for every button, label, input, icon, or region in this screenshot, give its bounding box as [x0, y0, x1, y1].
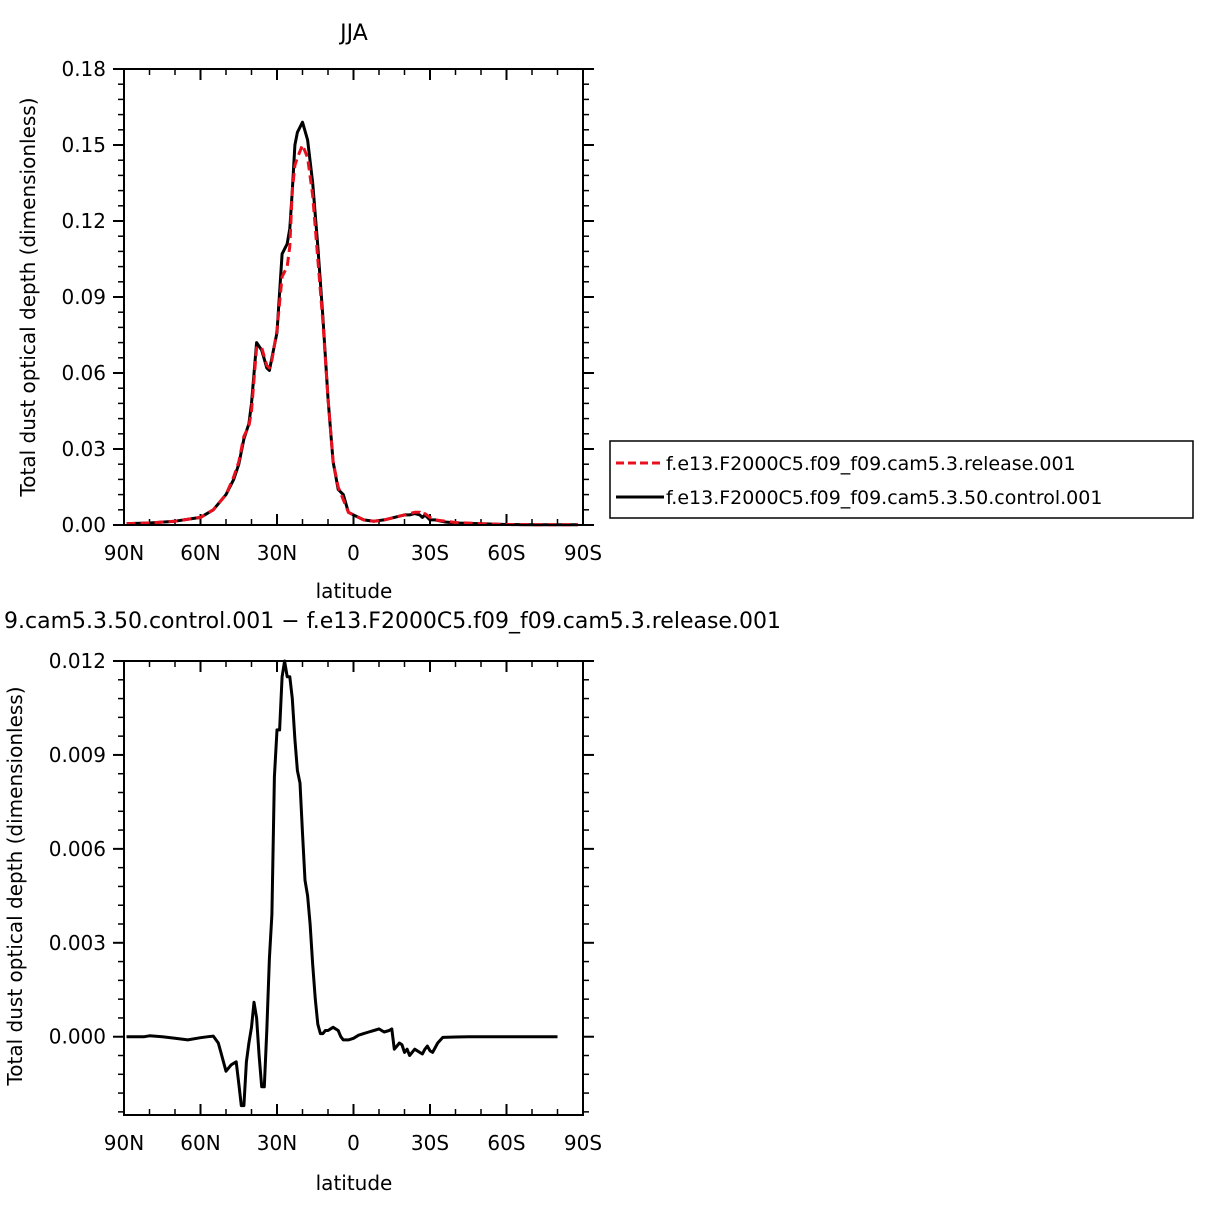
- top-x-tick-label: 60N: [180, 541, 220, 565]
- bottom-panel: 9.cam5.3.50.control.001 − f.e13.F2000C5.…: [3, 609, 781, 1195]
- top-y-tick-label: 0.15: [61, 133, 106, 157]
- top-y-tick-label: 0.00: [61, 513, 106, 537]
- top-axes: 90N 60N 30N 0 30S 60S 90S 0.00 0.03 0.06 0.09 0.12 0…: [61, 57, 602, 565]
- bottom-x-tick-label: 30N: [257, 1131, 297, 1155]
- bottom-axes: 90N 60N 30N 0 30S 60S 90S 0.000 0.003 0.006 0.009 0…: [49, 649, 602, 1155]
- bottom-series-line-0: [126, 659, 558, 1108]
- top-x-tick-label: 30N: [257, 541, 297, 565]
- bottom-y-tick-label: 0.000: [49, 1025, 106, 1049]
- bottom-y-tick-label: 0.012: [49, 649, 106, 673]
- legend-box: [609, 440, 1194, 519]
- bottom-y-tick-label: 0.003: [49, 931, 106, 955]
- bottom-series-group: [126, 659, 558, 1108]
- legend-label-release: f.e13.F2000C5.f09_f09.cam5.3.release.001: [666, 453, 1076, 475]
- bottom-x-tick-label: 60N: [180, 1131, 220, 1155]
- bottom-x-tick-label: 0: [347, 1131, 360, 1155]
- top-x-tick-label: 60S: [487, 541, 525, 565]
- legend: f.e13.F2000C5.f09_f09.cam5.3.release.001…: [609, 440, 1194, 519]
- top-y-tick-label: 0.18: [61, 57, 106, 81]
- bottom-x-tick-label: 60S: [487, 1131, 525, 1155]
- legend-label-control: f.e13.F2000C5.f09_f09.cam5.3.50.control.…: [666, 487, 1102, 509]
- top-x-tick-label: 90N: [104, 541, 144, 565]
- bottom-x-tick-label: 90N: [104, 1131, 144, 1155]
- top-y-tick-label: 0.09: [61, 285, 106, 309]
- top-y-tick-label: 0.03: [61, 437, 106, 461]
- top-x-tick-label: 0: [347, 541, 360, 565]
- top-x-axis-label: latitude: [316, 579, 393, 603]
- top-x-tick-label: 90S: [564, 541, 602, 565]
- bottom-y-axis-label: Total dust optical depth (dimensionless): [3, 686, 27, 1086]
- top-panel: JJA Total dust optical depth (dimensionl…: [16, 21, 602, 603]
- bottom-y-tick-label: 0.009: [49, 743, 106, 767]
- bottom-y-tick-label: 0.006: [49, 837, 106, 861]
- top-chart-title: JJA: [338, 21, 368, 46]
- bottom-x-axis-label: latitude: [316, 1171, 393, 1195]
- top-y-tick-label: 0.06: [61, 361, 106, 385]
- top-series-line-0: [126, 143, 578, 527]
- top-series-group: [126, 120, 578, 527]
- top-y-tick-label: 0.12: [61, 209, 106, 233]
- top-series-line-1: [126, 120, 578, 527]
- bottom-chart-title: 9.cam5.3.50.control.001 − f.e13.F2000C5.…: [4, 609, 781, 634]
- bottom-x-tick-label: 90S: [564, 1131, 602, 1155]
- top-y-axis-label: Total dust optical depth (dimensionless): [16, 97, 40, 497]
- top-x-tick-label: 30S: [411, 541, 449, 565]
- bottom-plot-frame: [123, 660, 584, 1116]
- bottom-x-tick-label: 30S: [411, 1131, 449, 1155]
- top-plot-frame: [123, 68, 584, 526]
